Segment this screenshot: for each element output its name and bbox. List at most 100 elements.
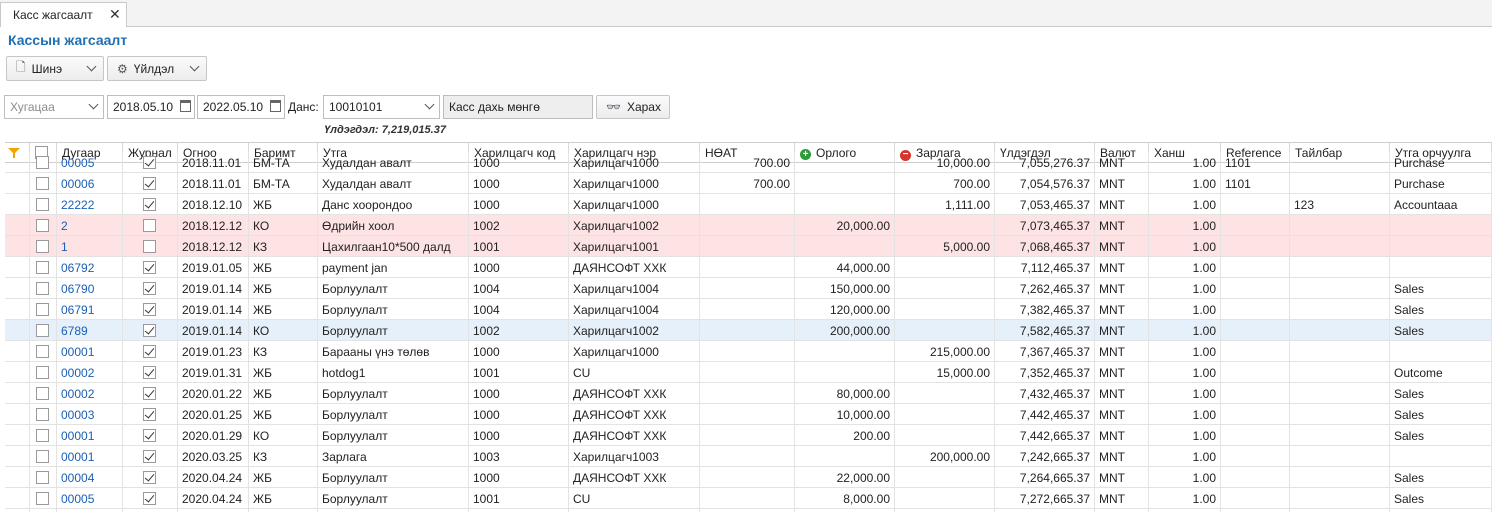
journal-checkbox[interactable]: [143, 492, 156, 505]
col-journal-cell[interactable]: [123, 341, 178, 362]
journal-checkbox[interactable]: [143, 177, 156, 190]
journal-checkbox[interactable]: [143, 240, 156, 253]
col-journal-cell[interactable]: [123, 215, 178, 236]
table-row[interactable]: 00004 2020.04.24 ЖБ Борлуулалт 1000 ДАЯНСОФТ …: [5, 467, 1492, 488]
row-select-checkbox[interactable]: [36, 408, 49, 421]
journal-checkbox[interactable]: [143, 366, 156, 379]
row-select-checkbox[interactable]: [36, 261, 49, 274]
row-select-checkbox[interactable]: [36, 219, 49, 232]
row-select-cell[interactable]: [30, 425, 57, 446]
journal-checkbox[interactable]: [143, 387, 156, 400]
col-number-cell[interactable]: 22222: [57, 194, 123, 215]
row-select-cell[interactable]: [30, 173, 57, 194]
col-number-cell[interactable]: 00004: [57, 467, 123, 488]
table-row[interactable]: 22222 2018.12.10 ЖБ Данс хоорондоо 1000 Харил…: [5, 194, 1492, 215]
col-journal-cell[interactable]: [123, 404, 178, 425]
col-number-cell[interactable]: 06792: [57, 257, 123, 278]
col-number-cell[interactable]: 00001: [57, 446, 123, 467]
journal-checkbox[interactable]: [143, 450, 156, 463]
journal-checkbox[interactable]: [143, 324, 156, 337]
col-journal-cell[interactable]: [123, 278, 178, 299]
col-number-cell[interactable]: 1: [57, 236, 123, 257]
account-select[interactable]: 10010101: [323, 95, 440, 119]
table-row[interactable]: 00002 2020.01.22 ЖБ Борлуулалт 1000 ДАЯНСОФТ …: [5, 383, 1492, 404]
row-select-checkbox[interactable]: [36, 282, 49, 295]
col-journal-cell[interactable]: [123, 425, 178, 446]
row-select-checkbox[interactable]: [36, 345, 49, 358]
tab-cash-list[interactable]: Касс жагсаалт ✕: [0, 2, 127, 27]
table-row[interactable]: 00002 2019.01.31 ЖБ hotdog1 1001 CU 15,000.00 7…: [5, 362, 1492, 383]
row-select-cell[interactable]: [30, 278, 57, 299]
col-journal-cell[interactable]: [123, 467, 178, 488]
col-number-cell[interactable]: 06791: [57, 299, 123, 320]
row-select-checkbox[interactable]: [36, 429, 49, 442]
close-icon[interactable]: ✕: [109, 6, 121, 22]
action-button[interactable]: ⚙ Үйлдэл: [107, 56, 207, 81]
col-journal-cell[interactable]: [123, 320, 178, 341]
journal-checkbox[interactable]: [143, 471, 156, 484]
row-select-cell[interactable]: [30, 194, 57, 215]
col-number-cell[interactable]: 00005: [57, 488, 123, 509]
table-row[interactable]: 2 2018.12.12 КО Өдрийн хоол 1002 Харилцагч100…: [5, 215, 1492, 236]
journal-checkbox[interactable]: [143, 408, 156, 421]
calendar-icon[interactable]: [270, 100, 281, 112]
journal-checkbox[interactable]: [143, 198, 156, 211]
col-number-cell[interactable]: 00005: [57, 152, 123, 173]
table-row[interactable]: 00005 2018.11.01 БМ-ТА Худалдан авалт 1000 Ха…: [5, 152, 1492, 173]
col-number-cell[interactable]: 00002: [57, 362, 123, 383]
row-select-cell[interactable]: [30, 320, 57, 341]
filter-icon[interactable]: [8, 148, 20, 158]
row-select-cell[interactable]: [30, 383, 57, 404]
date-from-field[interactable]: 2018.05.10: [107, 95, 195, 119]
table-row[interactable]: 1 2018.12.12 КЗ Цахилгаан10*500 далд 1001 Хар…: [5, 236, 1492, 257]
row-select-cell[interactable]: [30, 341, 57, 362]
table-row[interactable]: 00003 2020.01.25 ЖБ Борлуулалт 1000 ДАЯНСОФТ …: [5, 404, 1492, 425]
journal-checkbox[interactable]: [143, 303, 156, 316]
col-number-cell[interactable]: 6789: [57, 320, 123, 341]
row-select-checkbox[interactable]: [36, 177, 49, 190]
journal-checkbox[interactable]: [143, 219, 156, 232]
row-select-checkbox[interactable]: [36, 324, 49, 337]
row-select-cell[interactable]: [30, 446, 57, 467]
row-select-cell[interactable]: [30, 299, 57, 320]
table-row[interactable]: 00001 2019.01.23 КЗ Барааны үнэ төлөв 1000 Ха…: [5, 341, 1492, 362]
col-journal-cell[interactable]: [123, 362, 178, 383]
date-to-field[interactable]: 2022.05.10: [197, 95, 285, 119]
row-select-checkbox[interactable]: [36, 156, 49, 169]
journal-checkbox[interactable]: [143, 261, 156, 274]
col-journal-cell[interactable]: [123, 173, 178, 194]
col-journal-cell[interactable]: [123, 383, 178, 404]
col-journal-cell[interactable]: [123, 509, 178, 512]
journal-checkbox[interactable]: [143, 282, 156, 295]
new-button[interactable]: 🗋 Шинэ: [6, 56, 104, 81]
col-journal-cell[interactable]: [123, 299, 178, 320]
row-select-checkbox[interactable]: [36, 387, 49, 400]
col-number-cell[interactable]: [57, 509, 123, 512]
row-select-cell[interactable]: [30, 152, 57, 173]
table-row[interactable]: 00001 2020.03.25 КЗ Зарлага 1003 Харилцагч100…: [5, 446, 1492, 467]
row-select-cell[interactable]: [30, 488, 57, 509]
col-journal-cell[interactable]: [123, 194, 178, 215]
journal-checkbox[interactable]: [143, 345, 156, 358]
col-number-cell[interactable]: 00002: [57, 383, 123, 404]
row-select-checkbox[interactable]: [36, 492, 49, 505]
period-select[interactable]: Хугацаа: [4, 95, 104, 119]
table-row[interactable]: 00001 2020.01.29 КО Борлуулалт 1000 ДАЯНСОФТ …: [5, 425, 1492, 446]
row-select-checkbox[interactable]: [36, 303, 49, 316]
col-journal-cell[interactable]: [123, 236, 178, 257]
table-row[interactable]: 6789 2019.01.14 КО Борлуулалт 1002 Харилцагч1…: [5, 320, 1492, 341]
journal-checkbox[interactable]: [143, 429, 156, 442]
table-row[interactable]: 00006 2018.11.01 БМ-ТА Худалдан авалт 1000 Ха…: [5, 173, 1492, 194]
row-select-cell[interactable]: [30, 467, 57, 488]
col-number-cell[interactable]: 00001: [57, 341, 123, 362]
row-select-checkbox[interactable]: [36, 240, 49, 253]
col-number-cell[interactable]: 00001: [57, 425, 123, 446]
row-select-cell[interactable]: [30, 509, 57, 512]
view-button[interactable]: 👓 Харах: [596, 95, 670, 119]
col-number-cell[interactable]: 06790: [57, 278, 123, 299]
row-select-cell[interactable]: [30, 236, 57, 257]
row-select-checkbox[interactable]: [36, 366, 49, 379]
row-select-cell[interactable]: [30, 362, 57, 383]
journal-checkbox[interactable]: [143, 156, 156, 169]
row-select-checkbox[interactable]: [36, 450, 49, 463]
